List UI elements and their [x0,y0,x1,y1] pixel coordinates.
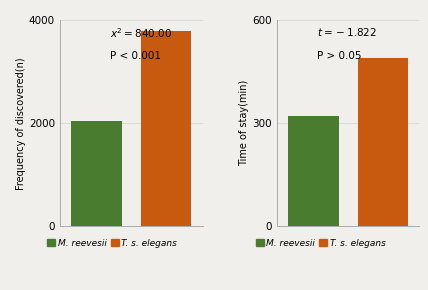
Y-axis label: Time of stay(min): Time of stay(min) [240,80,250,166]
Text: $t = -1.822$: $t = -1.822$ [317,26,377,39]
Text: P < 0.001: P < 0.001 [110,51,161,61]
Bar [141,31,191,226]
Text: P > 0.05: P > 0.05 [317,51,361,61]
Bar [71,121,122,226]
Bar [288,116,339,226]
Legend: M. reevesii, T. s. elegans: M. reevesii, T. s. elegans [256,239,386,248]
Y-axis label: Frequency of discovered(n): Frequency of discovered(n) [16,57,26,190]
Bar [358,58,408,226]
Legend: M. reevesii, T. s. elegans: M. reevesii, T. s. elegans [48,239,177,248]
Text: $x^2 = 840.00$: $x^2 = 840.00$ [110,26,172,40]
